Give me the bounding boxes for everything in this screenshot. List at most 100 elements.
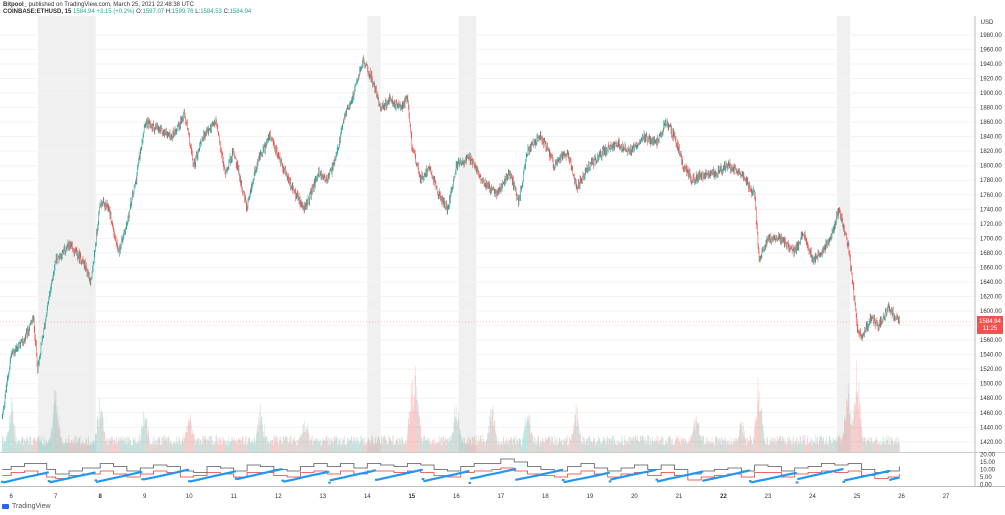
oscillator-dot [678,475,682,478]
oscillator-dot [527,476,531,479]
oscillator-dot [882,471,886,474]
price-tick-label: 1440.00 [980,425,1002,431]
oscillator-dot [700,470,704,473]
oscillator-dot [131,472,135,475]
oscillator-dot [618,476,621,479]
oscillator-dot [806,475,810,478]
time-tick-label: 12 [275,494,282,500]
oscillator-dot [549,471,553,474]
oscillator-dot [473,476,476,479]
oscillator-dot [426,479,430,482]
oscillator-dot [862,475,866,478]
oscillator-dot [105,478,109,481]
tradingview-logo[interactable]: TradingView [2,503,51,510]
time-tick-label: 17 [498,494,505,500]
publisher-name[interactable]: Bitpool_ [3,2,27,8]
oscillator-dot [236,478,239,481]
oscillator-dot [491,472,495,475]
oscillator-dot [283,480,286,483]
oscillator-dot [660,479,663,482]
oscillator-dot [787,473,791,476]
oscillator-dot [705,478,708,481]
oscillator-dot [362,471,366,474]
oscillator-dot [823,471,827,474]
oscillator-dot [633,473,637,476]
oscillator-dot [269,470,272,473]
oscillator-dot [697,471,701,474]
oscillator-dot [8,479,12,482]
oscillator-dot [244,476,247,479]
oscillator-dot [544,472,548,475]
oscillator-dot [292,478,296,481]
oscillator-dot [650,469,654,472]
symbol-name[interactable]: COINBASE:ETHUSD, 15 [3,9,72,15]
oscillator-dot [337,477,341,480]
oscillator-dot [135,472,138,475]
oscillator-dot [345,475,348,478]
oscillator-line [2,458,900,475]
oscillator-dot [856,476,860,479]
oscillator-dot [318,472,322,475]
oscillator-dot [884,470,888,473]
oscillator-dot [13,478,17,481]
oscillator-dot [879,471,883,474]
oscillator-dot [237,477,241,480]
oscillator-dot [459,472,462,475]
oscillator-dot [574,478,578,481]
oscillator-dot [652,469,655,472]
oscillator-dot [197,478,200,481]
oscillator-dot [499,471,503,474]
close-value: 1584.94 [229,9,252,15]
oscillator-dot [412,470,415,473]
oscillator-dot [21,476,24,479]
oscillator-dot [608,480,612,483]
time-tick-label: 7 [54,494,58,500]
oscillator-dot [487,473,490,476]
oscillator-dot [538,473,542,476]
oscillator-dot [847,478,850,481]
time-tick-label: 9 [143,494,147,500]
low-value: 1584.53 [200,9,222,15]
oscillator-dot [217,474,221,477]
oscillator-dot [886,470,889,473]
oscillator-dot [423,480,426,483]
oscillator-dot [223,472,227,475]
oscillator-dot [834,469,838,472]
oscillator-dot [5,480,9,483]
oscillator-dot [113,476,116,479]
oscillator-dot [57,479,60,482]
symbol-line: COINBASE:ETHUSD, 15 1584.94 +3.15 (+0.2%… [3,9,251,15]
oscillator-dot [576,478,579,481]
oscillator-dot [83,473,87,476]
oscillator-dot [540,473,543,476]
price-tick-label: 1860.00 [980,120,1002,126]
price-tick-label: 1540.00 [980,353,1002,359]
oscillator-dot [761,478,765,481]
oscillator-dot [554,470,557,473]
oscillator-dot [722,475,726,478]
tradingview-icon [2,503,9,509]
oscillator-dot [36,473,40,476]
oscillator-dot [250,474,253,477]
oscillator-dot [811,474,814,477]
oscillator-dot [523,477,526,480]
oscillator-dot [775,476,779,479]
price-tick-label: 1700.00 [980,236,1002,242]
oscillator-dot [742,470,746,473]
oscillator-dot [178,470,182,473]
oscillator-dot [815,473,819,476]
price-tick-label: 1420.00 [980,440,1002,446]
time-tick-label: 21 [676,494,683,500]
oscillator-dot [657,480,660,483]
oscillator-dot [103,479,107,482]
open-value: 1597.07 [142,9,165,15]
oscillator-dot [125,474,129,477]
oscillator-dot [150,476,154,479]
oscillator-dot [569,479,573,482]
oscillator-dot [54,480,57,483]
oscillator-dot [784,473,788,476]
oscillator-dot [85,473,88,476]
oscillator-dot [621,475,624,478]
oscillator-dot [106,478,110,481]
